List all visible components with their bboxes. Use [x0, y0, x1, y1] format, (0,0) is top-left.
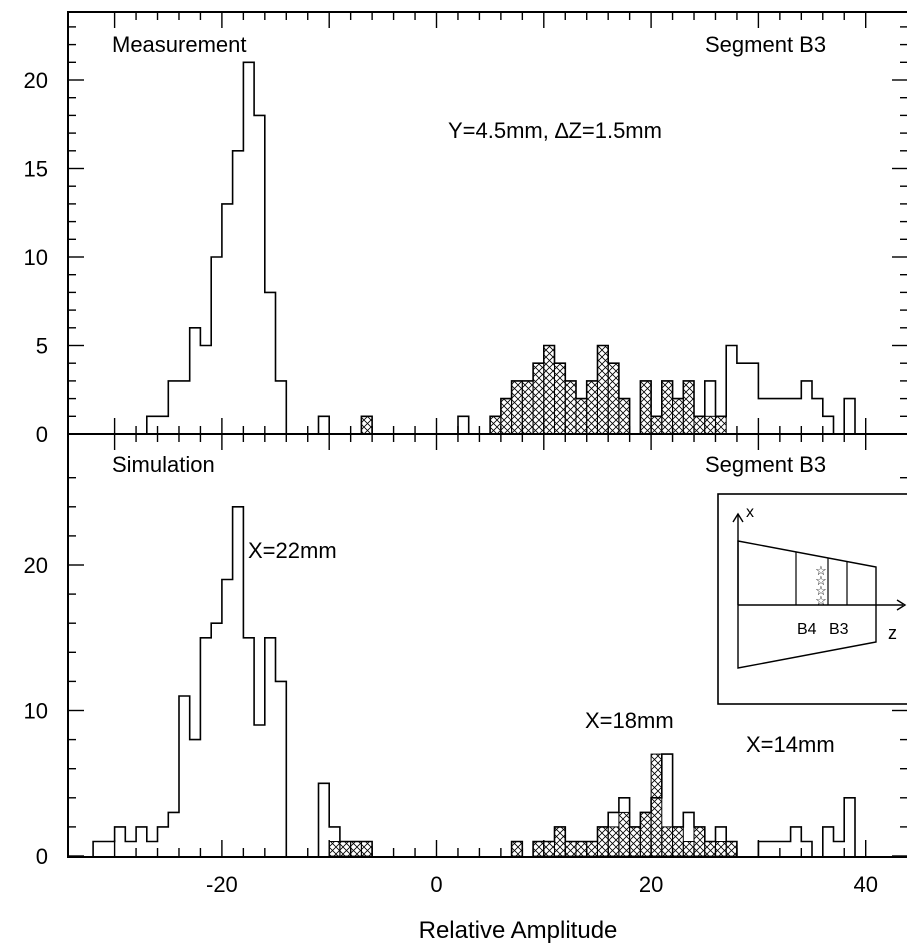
star-marker: ☆ [815, 583, 827, 598]
top-annotation: Y=4.5mm, ∆Z=1.5mm [448, 118, 662, 143]
top-y-tick-label: 15 [24, 157, 48, 182]
bottom-hatched-bar [693, 826, 706, 857]
detector-inset: x z B4 B3 ☆☆☆☆ [717, 493, 907, 705]
bottom-hatched-bar [339, 841, 352, 857]
bottom-title-right: Segment B3 [705, 452, 826, 477]
top-hatched-bar [500, 398, 513, 435]
bottom-y-tick-label: 10 [24, 699, 48, 724]
bottom-hatched-bar [554, 826, 566, 857]
top-hatched-bar [661, 380, 673, 435]
bottom-hatched-bar [715, 841, 727, 857]
top-hatched-bar [360, 415, 373, 435]
x-tick-label: 0 [430, 872, 442, 897]
top-hatched-bar [639, 380, 652, 435]
bottom-hatched-bar [618, 811, 631, 857]
top-title-right: Segment B3 [705, 32, 826, 57]
top-y-tick-label: 10 [24, 245, 48, 270]
top-hatched-bar [564, 380, 577, 435]
bottom-hatched-bar [629, 826, 641, 857]
x-tick-label: -20 [206, 872, 238, 897]
x-axis-label: Relative Amplitude [419, 917, 618, 944]
top-hatched-bar [489, 415, 502, 435]
bottom-hatched-bar [511, 841, 523, 857]
top-hatched-bar [597, 345, 609, 435]
z-axis-arrow [896, 599, 907, 611]
x-tick-labels: -20 0 20 40 [206, 872, 878, 897]
inset-segment-b4: B4 [797, 621, 817, 638]
bottom-histogram-outline [92, 506, 856, 856]
bottom-title-left: Simulation [112, 452, 215, 477]
top-title-left: Measurement [112, 32, 247, 57]
top-hatched-bar [575, 398, 588, 435]
bottom-hatched-bar [607, 826, 620, 857]
inset-x-label: x [746, 504, 754, 521]
bottom-hatched-bar [725, 841, 738, 857]
top-hatched-bar [521, 380, 534, 435]
bottom-hatched-bar [564, 841, 577, 857]
star-marker: ☆ [815, 563, 827, 578]
bottom-hatched-bar [543, 841, 555, 857]
top-hatched-bar [607, 362, 620, 435]
top-y-tick-label: 20 [24, 68, 48, 93]
top-hatched-bar [672, 398, 684, 435]
bottom-hatched-bar [661, 826, 673, 857]
top-hatched-bar [511, 380, 523, 435]
bottom-hatched-bar [575, 841, 588, 857]
top-hatched-bar [650, 415, 663, 435]
inset-segment-b3: B3 [829, 621, 849, 638]
top-y-tick-label: 0 [36, 422, 48, 447]
annotation-x22: X=22mm [248, 538, 337, 563]
top-hatched-bar [543, 345, 555, 435]
top-hatched-bar [586, 380, 598, 435]
bottom-hatched-bar [350, 841, 362, 857]
inset-position-markers: ☆☆☆☆ [815, 563, 827, 608]
x-tick-label: 40 [853, 872, 877, 897]
star-marker: ☆ [815, 573, 827, 588]
top-hatched-bar [554, 362, 566, 435]
bottom-y-tick-label: 0 [36, 844, 48, 869]
bottom-hatched-bar [704, 841, 716, 857]
bottom-hatched-bar [639, 811, 652, 857]
inset-frame [717, 493, 907, 705]
inset-z-label: z [888, 623, 897, 643]
annotation-x14: X=14mm [746, 732, 835, 757]
y-tick-labels: 0 5 10 15 20 0 10 20 [24, 68, 48, 869]
star-marker: ☆ [815, 593, 827, 608]
bottom-hatched-bar [672, 826, 684, 857]
bottom-hatched-bar [360, 841, 373, 857]
bottom-hatched-bar [328, 841, 341, 857]
top-histogram-outline [146, 61, 856, 435]
detector-outline [737, 540, 877, 669]
top-hatched-bar [693, 415, 706, 435]
annotation-x18: X=18mm [585, 708, 674, 733]
top-hatched-bar [618, 398, 631, 435]
bottom-hatched-bar [650, 753, 663, 857]
top-hatched-bar [704, 415, 716, 435]
top-y-tick-label: 5 [36, 334, 48, 359]
x-axis-arrow [732, 512, 744, 523]
bottom-hatched-bar [682, 841, 695, 857]
x-tick-label: 20 [639, 872, 663, 897]
bottom-hatched-bar [586, 841, 598, 857]
top-hatched-bar [532, 362, 545, 435]
bottom-hatched-bar [597, 826, 609, 857]
top-hatched-bar [715, 415, 727, 435]
bottom-hatched-bar [532, 841, 545, 857]
bottom-y-tick-label: 20 [24, 553, 48, 578]
top-hatched-bar [682, 380, 695, 435]
